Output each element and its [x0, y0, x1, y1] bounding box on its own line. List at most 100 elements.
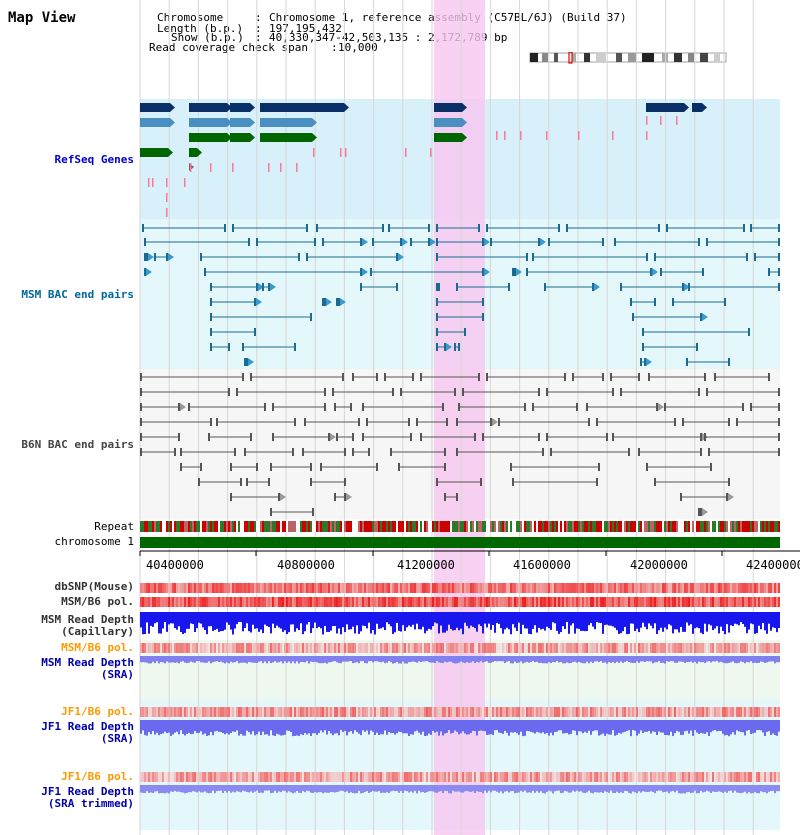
- read-depth-bar: [386, 612, 388, 623]
- read-depth-bar: [580, 612, 582, 631]
- read-depth-bar: [508, 612, 510, 630]
- polymorphism-cell: [164, 707, 166, 717]
- read-depth-bar: [286, 785, 288, 793]
- read-depth-bar: [560, 612, 562, 633]
- read-depth-bar: [428, 612, 430, 629]
- bac-end-marker: [654, 253, 656, 261]
- track-label-b6n-bac[interactable]: B6N BAC end pairs: [21, 438, 134, 451]
- polymorphism-cell: [630, 597, 632, 607]
- polymorphism-cell: [740, 707, 742, 717]
- bac-end-marker: [230, 463, 232, 471]
- track-label-msm-b6-pol-1[interactable]: MSM/B6 pol.: [61, 595, 134, 608]
- repeat-element: [456, 521, 458, 532]
- polymorphism-cell: [412, 597, 414, 607]
- track-label-jf1-depth-sra[interactable]: JF1 Read Depth: [41, 720, 134, 733]
- read-depth-bar: [214, 785, 216, 794]
- refseq-gene: [646, 103, 684, 112]
- bac-end-arrow: [402, 238, 408, 246]
- track-label-msm-b6-pol-2[interactable]: MSM/B6 pol.: [61, 641, 134, 654]
- repeat-element: [378, 521, 380, 532]
- track-label-refseq[interactable]: RefSeq Genes: [54, 153, 134, 166]
- track-label-jf1-depth-trim[interactable]: JF1 Read Depth: [41, 785, 134, 798]
- track-label-jf1-b6-pol-2[interactable]: JF1/B6 pol.: [61, 770, 134, 783]
- polymorphism-cell: [372, 597, 374, 607]
- bac-end-marker: [352, 433, 354, 441]
- track-label-repeat[interactable]: Repeat: [94, 520, 134, 533]
- repeat-element: [436, 521, 438, 532]
- polymorphism-cell: [652, 772, 654, 782]
- polymorphism-cell: [668, 583, 670, 593]
- polymorphism-cell: [654, 772, 656, 782]
- read-depth-bar: [146, 612, 148, 623]
- polymorphism-cell: [768, 643, 770, 653]
- polymorphism-cell: [718, 772, 720, 782]
- polymorphism-cell: [738, 583, 740, 593]
- read-depth-bar: [490, 785, 492, 793]
- bac-end-marker: [310, 313, 312, 321]
- read-depth-bar: [326, 720, 328, 735]
- read-depth-bar: [612, 720, 614, 731]
- read-depth-bar: [534, 612, 536, 626]
- bac-end-marker: [542, 448, 544, 456]
- polymorphism-cell: [624, 772, 626, 782]
- polymorphism-cell: [384, 583, 386, 593]
- polymorphism-cell: [466, 643, 468, 653]
- read-depth-bar: [574, 720, 576, 731]
- polymorphism-cell: [328, 583, 330, 593]
- chromosome-ideogram[interactable]: [528, 52, 728, 64]
- read-depth-bar: [694, 612, 696, 629]
- read-depth-bar: [306, 785, 308, 791]
- polymorphism-cell: [652, 597, 654, 607]
- track-label-chromosome[interactable]: chromosome 1: [54, 535, 134, 548]
- repeat-element: [616, 521, 618, 532]
- track-label-dbsnp[interactable]: dbSNP(Mouse): [54, 580, 134, 593]
- read-depth-bar: [578, 612, 580, 629]
- polymorphism-cell: [666, 583, 668, 593]
- polymorphism-cell: [232, 707, 234, 717]
- polymorphism-cell: [662, 583, 664, 593]
- polymorphism-cell: [374, 772, 376, 782]
- read-depth-bar: [210, 612, 212, 627]
- read-depth-bar: [338, 785, 340, 792]
- polymorphism-cell: [218, 643, 220, 653]
- track-label-msm-depth-sra[interactable]: MSM Read Depth: [41, 656, 134, 669]
- track-label-msm-depth-cap[interactable]: MSM Read Depth: [41, 613, 134, 626]
- polymorphism-cell: [502, 583, 504, 593]
- polymorphism-cell: [228, 707, 230, 717]
- coverage-sep: :: [331, 41, 338, 54]
- polymorphism-cell: [708, 707, 710, 717]
- read-depth-bar: [726, 720, 728, 735]
- track-label-msm-bac[interactable]: MSM BAC end pairs: [21, 288, 134, 301]
- read-depth-bar: [662, 785, 664, 793]
- polymorphism-cell: [628, 707, 630, 717]
- polymorphism-cell: [702, 707, 704, 717]
- polymorphism-cell: [582, 707, 584, 717]
- polymorphism-cell: [250, 643, 252, 653]
- read-depth-bar: [246, 656, 248, 664]
- read-depth-bar: [384, 656, 386, 664]
- read-depth-bar: [432, 785, 434, 792]
- bac-end-marker: [166, 253, 168, 261]
- repeat-element: [178, 521, 180, 532]
- bac-end-marker: [724, 298, 726, 306]
- read-depth-bar: [548, 720, 550, 736]
- read-depth-bar: [560, 785, 562, 794]
- read-depth-bar: [324, 612, 326, 626]
- polymorphism-cell: [476, 583, 478, 593]
- read-depth-bar: [718, 656, 720, 663]
- polymorphism-cell: [488, 583, 490, 593]
- polymorphism-cell: [150, 643, 152, 653]
- polymorphism-cell: [664, 707, 666, 717]
- track-label-jf1-b6-pol-1[interactable]: JF1/B6 pol.: [61, 705, 134, 718]
- read-depth-bar: [670, 785, 672, 792]
- read-depth-bar: [524, 720, 526, 736]
- polymorphism-cell: [142, 707, 144, 717]
- polymorphism-cell: [322, 772, 324, 782]
- polymorphism-cell: [570, 707, 572, 717]
- read-depth-bar: [262, 612, 264, 634]
- repeat-element: [140, 521, 142, 532]
- polymorphism-cell: [264, 772, 266, 782]
- polymorphism-cell: [470, 707, 472, 717]
- polymorphism-cell: [670, 707, 672, 717]
